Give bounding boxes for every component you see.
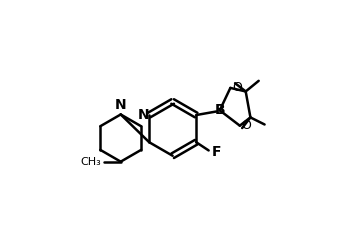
Text: CH₃: CH₃ [80,157,101,167]
Text: O: O [242,119,252,132]
Text: O: O [232,81,242,94]
Text: N: N [138,108,149,122]
Text: N: N [115,98,127,112]
Text: F: F [211,145,221,159]
Text: B: B [215,103,225,117]
